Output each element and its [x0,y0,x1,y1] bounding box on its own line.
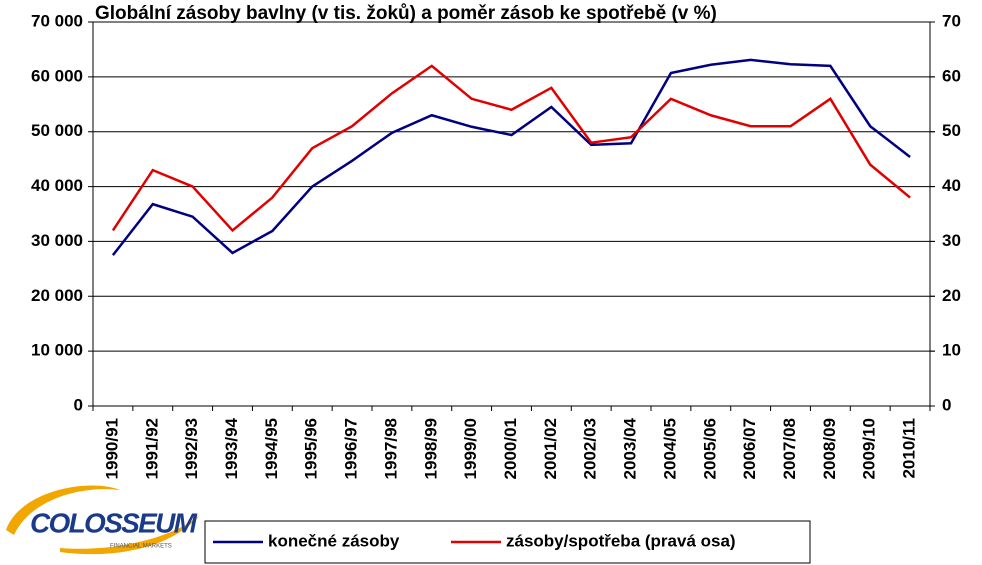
x-tick-label: 1990/91 [102,418,121,479]
y-tick-label: 10 000 [31,341,83,360]
x-tick-label: 1999/00 [461,418,480,479]
x-tick-label: 1997/98 [381,418,400,479]
y-tick-label: 70 000 [31,11,83,30]
y-tick-label: 20 000 [31,286,83,305]
x-tick-label: 1996/97 [342,418,361,479]
y2-tick-label: 60 [942,66,961,85]
x-tick-label: 1998/99 [421,418,440,479]
legend-label: konečné zásoby [268,531,400,550]
logo-swoosh [6,485,120,535]
x-tick-label: 2000/01 [501,418,520,479]
x-tick-label: 1992/93 [182,418,201,479]
y-tick-label: 0 [74,395,83,414]
logo-name: COLOSSEUM [30,507,198,538]
y2-tick-label: 40 [942,176,961,195]
y2-tick-label: 50 [942,121,961,140]
x-tick-label: 2004/05 [660,418,679,479]
series-line [111,58,911,256]
y2-tick-label: 10 [942,341,961,360]
logo-swoosh [60,515,200,555]
x-tick-label: 2008/09 [820,418,839,479]
logo-tagline: FINANCIAL MARKETS [110,544,172,550]
legend-box [204,520,811,564]
y2-tick-label: 20 [942,286,961,305]
x-tick-label: 1991/92 [142,418,161,479]
x-tick-label: 1993/94 [222,417,241,479]
y-tick-label: 40 000 [31,176,83,195]
x-tick-label: 2005/06 [700,418,719,479]
series-line [111,64,911,233]
y-tick-label: 50 000 [31,121,83,140]
chart-title: Globální zásoby bavlny (v tis. žoků) a p… [95,3,717,24]
y-tick-label: 30 000 [31,231,83,250]
y2-tick-label: 70 [942,11,961,30]
x-tick-label: 1994/95 [262,418,281,479]
legend-label: zásoby/spotřeba (pravá osa) [506,531,736,550]
x-tick-label: 2001/02 [541,418,560,479]
x-tick-label: 2007/08 [780,418,799,479]
x-tick-label: 2002/03 [581,418,600,479]
x-tick-label: 2003/04 [621,417,640,479]
x-tick-label: 2010/11 [900,418,919,479]
y2-tick-label: 0 [942,395,951,414]
x-tick-label: 1995/96 [302,418,321,479]
x-tick-label: 2009/10 [860,418,879,479]
x-tick-label: 2006/07 [740,418,759,479]
y-tick-label: 60 000 [31,66,83,85]
logo: COLOSSEUM FINANCIAL MARKETS [6,485,200,555]
y2-tick-label: 30 [942,231,961,250]
